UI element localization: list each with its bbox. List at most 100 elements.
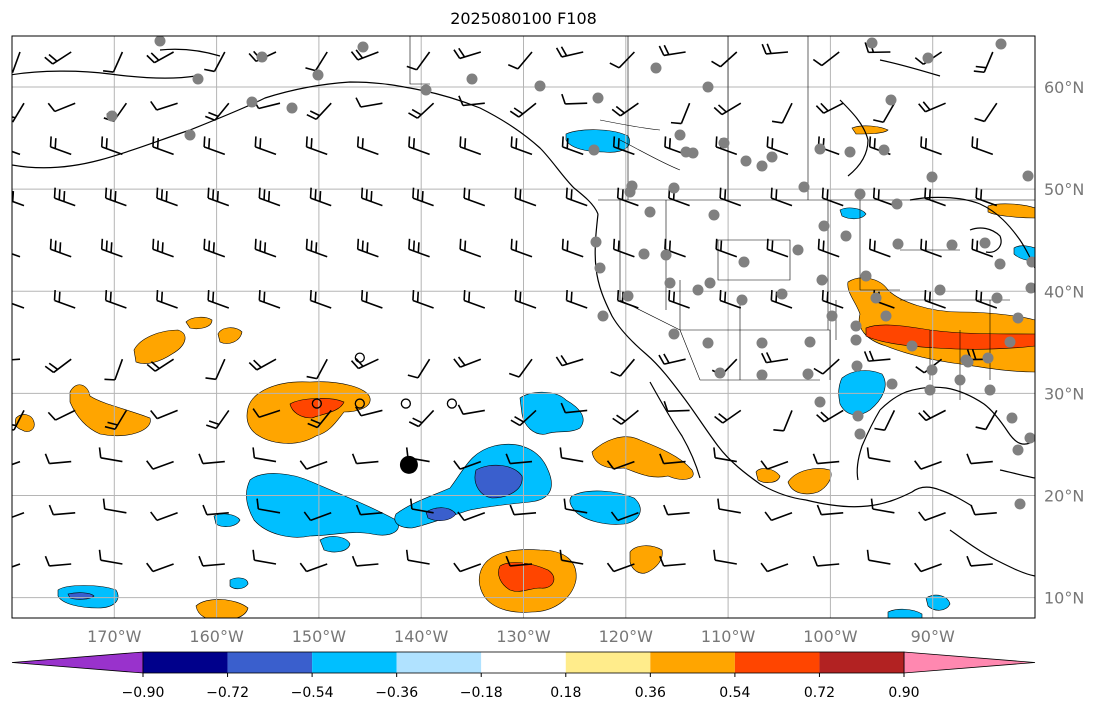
colorbar-tick-label: 0.90 xyxy=(888,685,919,701)
wind-barb xyxy=(256,498,281,514)
wind-barb xyxy=(817,238,840,258)
open-circle-marker xyxy=(400,398,412,409)
station-dot xyxy=(870,292,882,304)
wind-barb xyxy=(555,355,584,367)
wind-barb xyxy=(920,238,942,258)
wind-barb xyxy=(970,504,997,516)
anomaly-region xyxy=(133,329,186,364)
anomaly-region xyxy=(925,594,951,611)
station-dot xyxy=(650,62,662,74)
wind-barb xyxy=(453,356,482,368)
wind-barb xyxy=(812,453,840,465)
station-dot xyxy=(738,256,750,268)
colorbar-extend-high xyxy=(903,651,1036,674)
anomaly-region xyxy=(185,316,213,330)
wind-barb xyxy=(459,136,482,156)
wind-barb xyxy=(100,238,123,258)
wind-barb xyxy=(412,187,434,207)
wind-barb xyxy=(150,511,178,522)
anomaly-region xyxy=(67,592,95,600)
wind-barb xyxy=(863,350,891,362)
wind-barb xyxy=(555,46,584,58)
coastline xyxy=(969,227,1002,253)
wind-barb xyxy=(12,150,21,156)
wind-barb xyxy=(668,290,690,309)
station-dot xyxy=(597,310,609,322)
wind-barb xyxy=(971,136,994,156)
station-dot xyxy=(1024,432,1035,444)
wind-barb xyxy=(98,549,123,565)
station-dot xyxy=(854,428,866,440)
wind-barb xyxy=(509,504,537,516)
colorbar-tick-label: 0.72 xyxy=(804,685,835,701)
wind-barb xyxy=(252,408,281,418)
wind-barb xyxy=(514,187,537,207)
station-dot xyxy=(802,368,814,380)
wind-barb xyxy=(612,238,635,258)
anomaly-region xyxy=(838,370,886,416)
station-dot xyxy=(792,244,804,256)
wind-barb xyxy=(559,549,584,565)
wind-barb xyxy=(207,290,230,309)
lon-tick-label: 130°W xyxy=(496,627,551,646)
anomaly-region xyxy=(246,473,399,538)
anomaly-region xyxy=(591,436,694,480)
station-dot xyxy=(1014,498,1026,510)
station-dot xyxy=(660,249,672,261)
wind-barb xyxy=(44,358,72,374)
wind-barb xyxy=(565,187,588,207)
station-dot xyxy=(766,151,778,163)
wind-barb xyxy=(458,95,485,107)
station-dot xyxy=(804,336,816,348)
wind-barb xyxy=(510,136,533,156)
anomaly-region xyxy=(519,391,584,435)
wind-barb xyxy=(407,358,431,379)
wind-barb xyxy=(48,504,76,516)
station-dot xyxy=(818,220,830,232)
anomaly-region xyxy=(213,513,241,527)
station-dot xyxy=(854,188,866,200)
wind-barb xyxy=(12,253,21,258)
anomaly-region xyxy=(394,444,552,529)
colorbar-bin xyxy=(565,652,651,673)
wind-barb xyxy=(355,97,383,108)
station-dot xyxy=(740,155,752,167)
station-dot xyxy=(736,294,748,306)
station-dot xyxy=(982,352,994,364)
lat-tick-label: 20°N xyxy=(1044,486,1084,505)
lat-tick-label: 60°N xyxy=(1044,78,1084,97)
colorbar-tick-labels: −0.90 −0.72 −0.54 −0.36 −0.18 0.18 0.36 0.54 0.7… xyxy=(122,673,920,701)
wind-barb xyxy=(918,409,946,422)
station-dot xyxy=(852,410,864,422)
station-dot xyxy=(1004,336,1016,348)
wind-barb xyxy=(663,401,690,412)
station-dot xyxy=(644,206,656,218)
wind-barb xyxy=(152,238,174,258)
wind-barbs xyxy=(12,42,998,573)
wind-barb xyxy=(565,290,588,309)
wind-barb xyxy=(715,238,738,258)
wind-barb xyxy=(713,549,737,565)
wind-barb xyxy=(561,136,584,156)
anomaly-region xyxy=(425,507,457,521)
station-dot xyxy=(878,144,890,156)
wind-barb xyxy=(305,51,328,72)
station-dot xyxy=(892,238,904,250)
map-title: 2025080100 F108 xyxy=(450,9,597,28)
station-dot xyxy=(1026,256,1035,268)
wind-barb xyxy=(202,504,229,516)
coastline xyxy=(949,529,1035,577)
wind-barb xyxy=(254,136,277,156)
wind-barb xyxy=(299,562,328,573)
wind-barb xyxy=(816,409,844,423)
wind-barb xyxy=(659,453,686,465)
wind-barb xyxy=(463,290,486,309)
wind-barb xyxy=(350,49,379,61)
station-dot xyxy=(708,209,720,221)
wind-barb xyxy=(303,511,332,522)
wind-barb xyxy=(44,453,72,465)
wind-barb xyxy=(405,549,430,565)
colorbar-tick-label: −0.18 xyxy=(460,685,503,701)
station-dot xyxy=(814,396,826,408)
